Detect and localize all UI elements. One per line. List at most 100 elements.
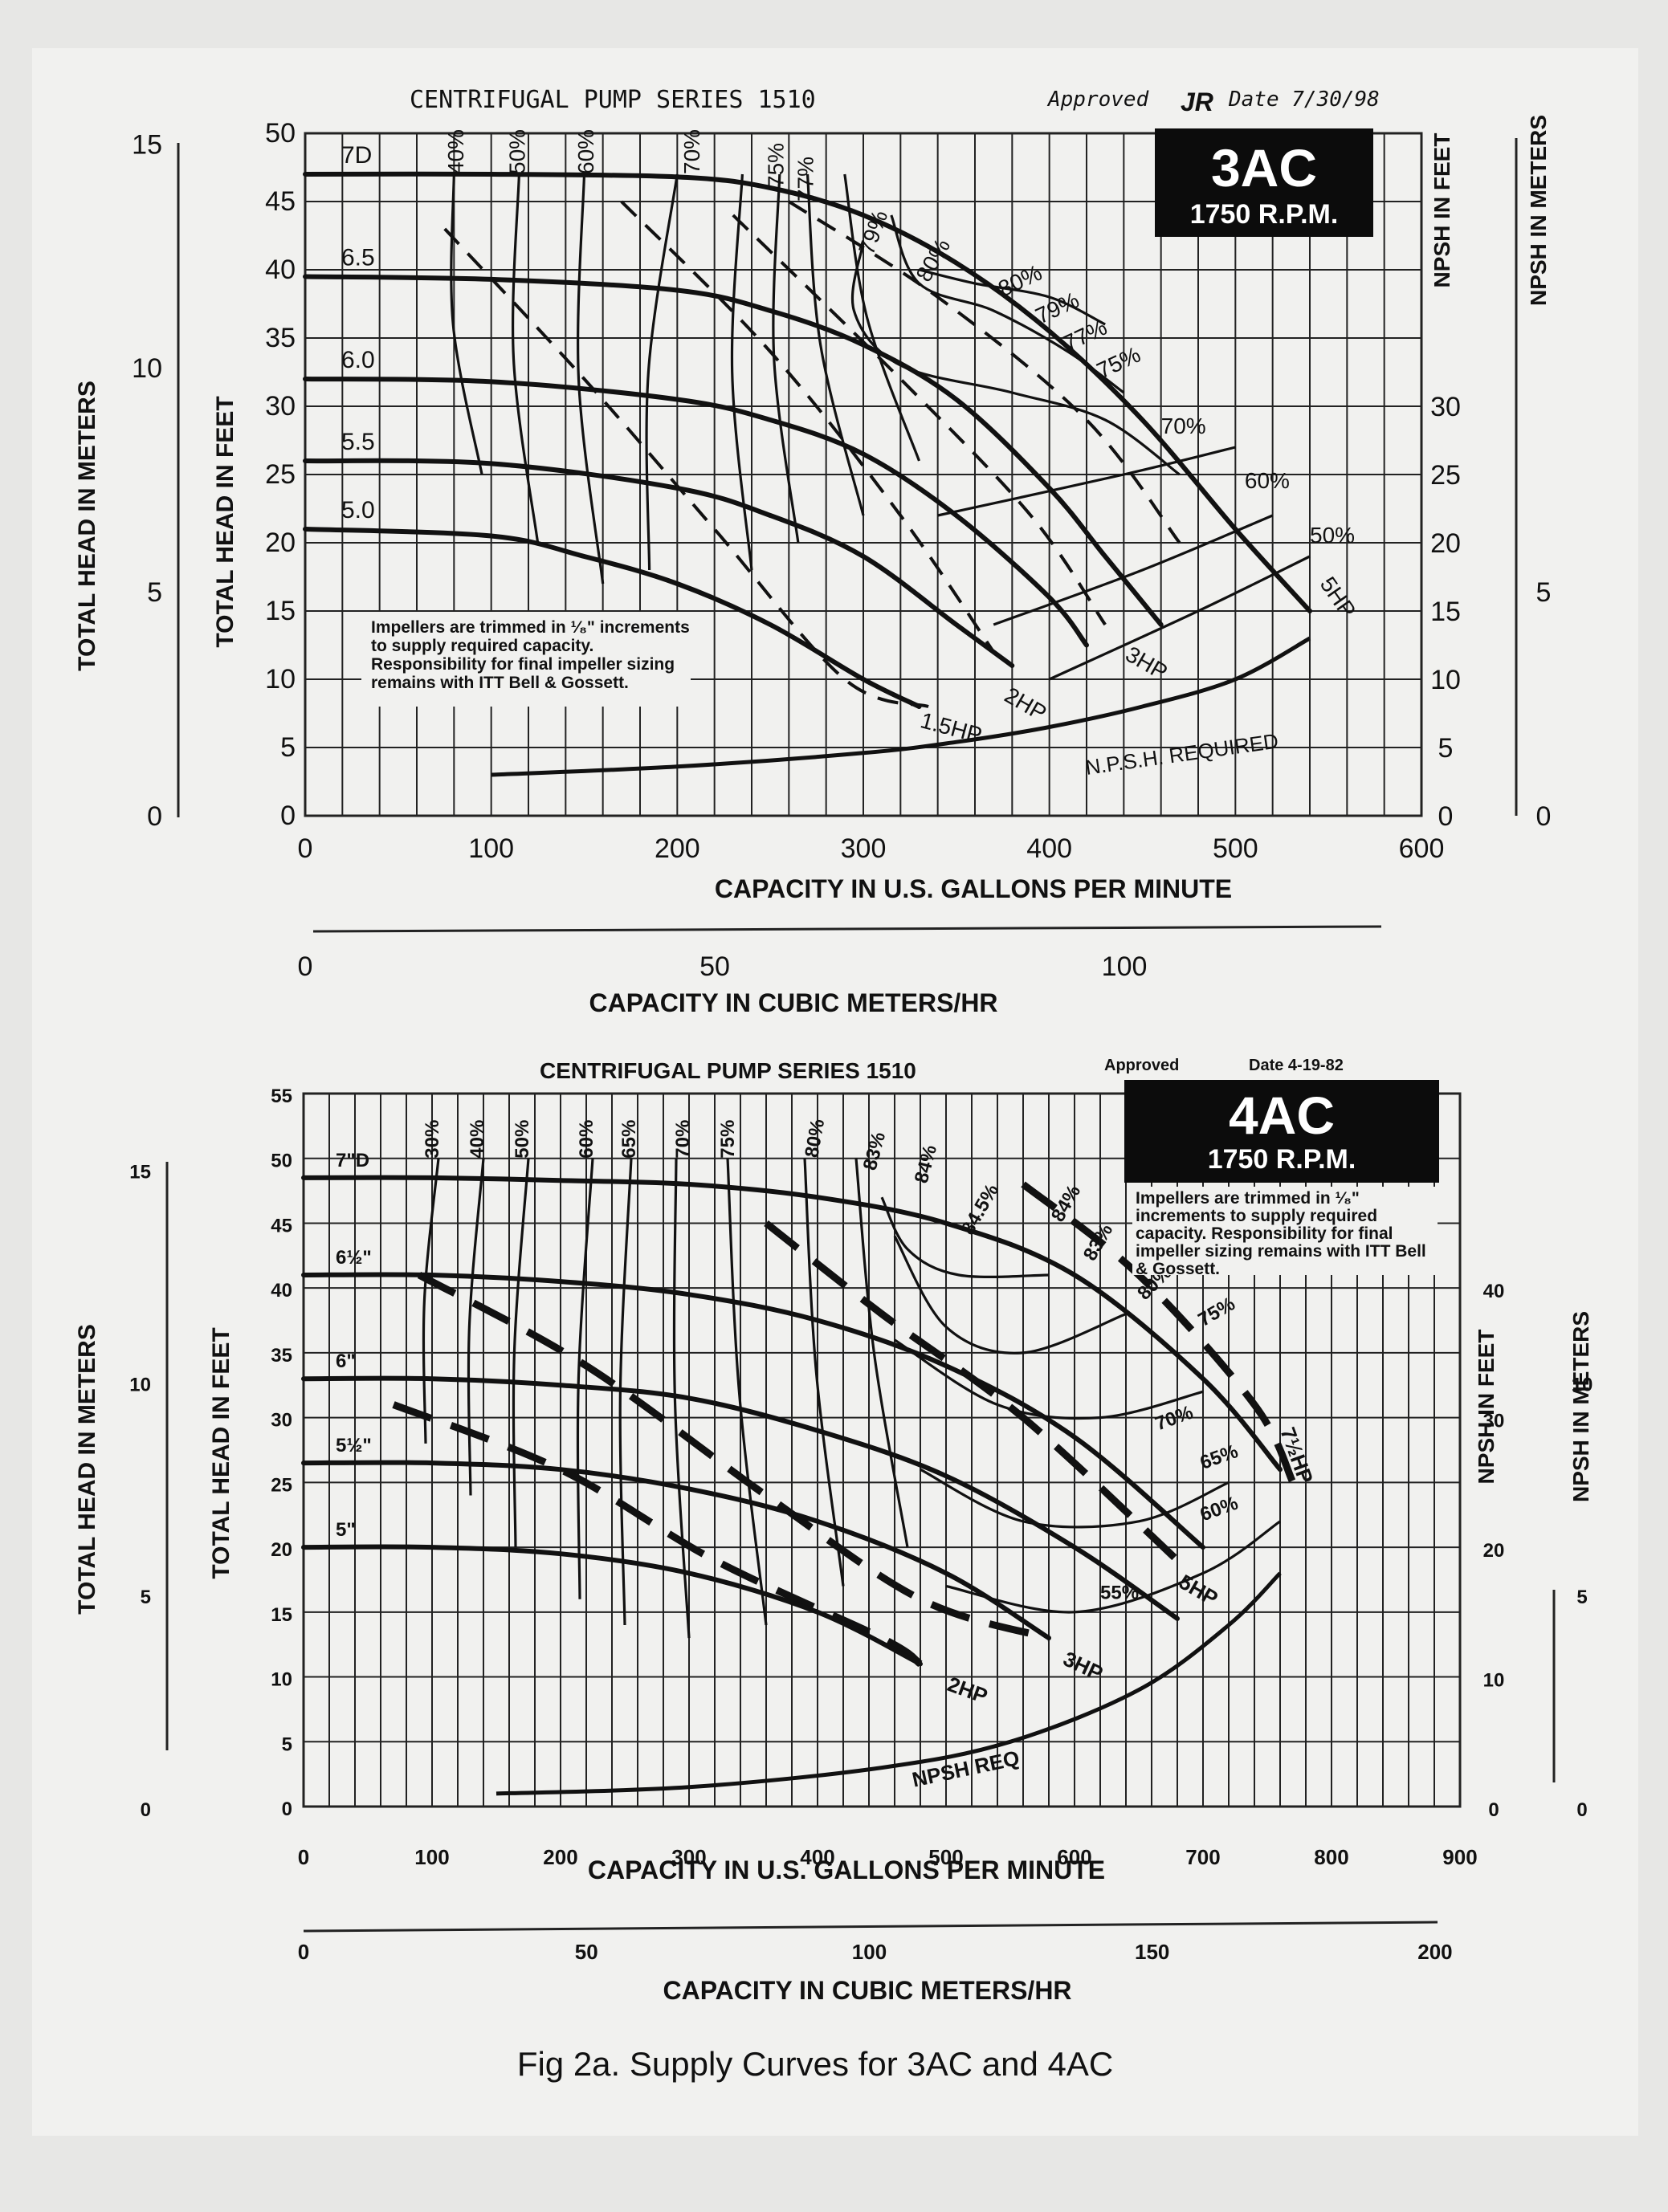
chart-3ac-impeller-curve <box>303 377 1089 648</box>
chart-3ac-npsh-ft-tick: 5 <box>1438 733 1454 764</box>
chart-4ac-y-tick: 55 <box>271 1086 292 1107</box>
chart-4ac-npsh-ft-tick: 20 <box>1483 1540 1505 1562</box>
chart-4ac-x-tick: 700 <box>1185 1845 1220 1869</box>
chart-4ac-efficiency-line <box>467 1158 485 1496</box>
chart-4ac-impeller-label: 5" <box>336 1519 356 1541</box>
chart-3ac-y-tick: 50 <box>265 118 296 149</box>
chart-3ac-model-badge <box>1155 128 1373 237</box>
chart-4ac-impeller-label: 6½" <box>336 1247 372 1269</box>
chart-4ac-efficiency-loop <box>920 1468 1230 1529</box>
chart-4ac-npsh-m-tick: 0 <box>1576 1799 1587 1821</box>
chart-4ac-x-tick: 0 <box>298 1845 309 1869</box>
chart-3ac-efficiency-line <box>993 514 1274 626</box>
chart-3ac-title: CENTRIFUGAL PUMP SERIES 1510 <box>410 86 816 114</box>
chart-3ac-npsh-ft-tick: 30 <box>1430 392 1461 422</box>
chart-4ac-efficiency-label: 70% <box>672 1120 694 1159</box>
chart-4ac-hp-line <box>1021 1181 1297 1485</box>
chart-3ac: 7D6.56.05.55.0 0 100 200 300 400 500 600051015… <box>74 86 1551 1017</box>
chart-3ac-efficiency-line <box>937 446 1236 517</box>
chart-4ac-speed: 1750 R.P.M. <box>1208 1144 1356 1175</box>
chart-4ac-efficiency-line <box>512 1158 530 1548</box>
chart-4ac-efficiency-line <box>726 1158 768 1626</box>
chart-3ac-xlabel: CAPACITY IN U.S. GALLONS PER MINUTE <box>715 874 1232 903</box>
chart-3ac-efficiency-label: 75% <box>763 143 788 188</box>
chart-4ac-xlabel2: CAPACITY IN CUBIC METERS/HR <box>663 1976 1071 2005</box>
chart-4ac-npsh-m-label: NPSH IN METERS <box>1568 1311 1593 1502</box>
chart-3ac-hp-line <box>443 227 929 708</box>
chart-3ac-efficiency-label: 77% <box>793 157 818 202</box>
chart-3ac-efficiency-line <box>511 173 540 544</box>
chart-4ac-efficiency-label: 55% <box>1100 1583 1139 1604</box>
chart-4ac-y-tick: 10 <box>271 1669 292 1691</box>
chart-3ac-y-tick: 35 <box>265 323 296 353</box>
chart-4ac-model: 4AC <box>1229 1086 1335 1145</box>
chart-3ac-efficiency-line <box>577 173 605 585</box>
chart-3ac-x-tick: 600 <box>1399 833 1445 864</box>
chart-4ac-npsh-ft-tick: 30 <box>1483 1411 1505 1432</box>
chart-3ac-y-tick: 20 <box>265 528 296 558</box>
chart-4ac-y-tick: 45 <box>271 1215 292 1236</box>
chart-3ac-x-tick: 500 <box>1213 833 1258 864</box>
chart-3ac-note: Impellers are trimmed in ¹⁄₈" increments… <box>371 618 690 692</box>
chart-3ac-npsh-ft-tick: 15 <box>1430 597 1461 627</box>
chart-3ac-x-tick: 0 <box>298 833 313 864</box>
chart-4ac-efficiency-label: 65% <box>618 1120 640 1159</box>
chart-3ac-x-tick: 400 <box>1026 833 1072 864</box>
chart-3ac-efficiency-label: 50% <box>504 129 529 174</box>
chart-4ac: 7"D6½"6"5½"5" 0 100 200 300 400 500 600 700 800 9… <box>74 1057 1593 2005</box>
chart-3ac-impeller-curve <box>303 527 922 709</box>
chart-4ac-impeller-label: 6" <box>336 1350 356 1372</box>
chart-3ac-impeller-label: 7D <box>341 142 372 169</box>
chart-3ac-note-bg <box>361 612 691 707</box>
chart-4ac-impeller-curve <box>301 1272 1205 1550</box>
chart-4ac-efficiency-label: 50% <box>512 1120 533 1159</box>
chart-3ac-npsh-m-label: NPSH IN METERS <box>1526 115 1551 306</box>
chart-3ac-efficiency-line <box>450 173 483 475</box>
chart-4ac-efficiency-label: 60% <box>576 1120 597 1159</box>
chart-4ac-efficiency-label: 75% <box>717 1120 739 1159</box>
chart-4ac-m3-tick: 100 <box>852 1940 887 1964</box>
chart-4ac-efficiency-line <box>422 1158 440 1444</box>
chart-3ac-npsh-ft-tick: 0 <box>1438 801 1454 832</box>
chart-4ac-x-tick: 800 <box>1314 1845 1348 1869</box>
chart-4ac-x-tick: 500 <box>928 1845 963 1869</box>
chart-3ac-impeller-curves: 7D 6.5 6.0 5.5 5.0 <box>303 142 1312 777</box>
chart-4ac-note-box: Impellers are trimmed in ¹⁄₈" increments… <box>1136 1190 1426 1278</box>
chart-4ac-date: Date 4-19-82 <box>1249 1057 1344 1074</box>
chart-4ac-approved: Approved <box>1104 1057 1179 1074</box>
chart-3ac-meters-tick: 5 <box>147 577 162 608</box>
chart-4ac-x-tick: 300 <box>671 1845 706 1869</box>
chart-4ac-npsh-curve <box>496 1571 1282 1796</box>
chart-4ac-impeller-curve <box>301 1544 923 1667</box>
chart-3ac-approved: Approved <box>1046 88 1149 112</box>
chart-3ac-impeller-label: 5.5 <box>341 429 375 455</box>
chart-4ac-meters-tick: 0 <box>141 1799 151 1821</box>
chart-4ac-efficiency-label: 30% <box>422 1120 443 1159</box>
chart-3ac-xlabel2: CAPACITY IN CUBIC METERS/HR <box>589 988 997 1017</box>
chart-3ac-npsh-ft-tick: 10 <box>1430 665 1461 695</box>
chart-4ac-efficiency-line <box>803 1158 845 1587</box>
chart-4ac-x-tick: 600 <box>1057 1845 1091 1869</box>
chart-4ac-impeller-curve <box>301 1175 1283 1473</box>
chart-4ac-x-tick: 900 <box>1442 1845 1477 1869</box>
chart-3ac-y-tick: 25 <box>265 459 296 490</box>
chart-4ac-efficiency-loop <box>893 1235 1127 1354</box>
chart-3ac-m3-axis <box>312 925 1382 933</box>
chart-3ac-efficiency-label: 60% <box>1245 468 1290 493</box>
chart-4ac-m3-tick: 0 <box>298 1940 309 1964</box>
chart-4ac-impeller-curves: 7"D 6½" 6" 5½" 5" <box>301 1150 1283 1796</box>
chart-3ac-date: Date 7/30/98 <box>1228 88 1380 112</box>
chart-4ac-x-tick: 400 <box>800 1845 834 1869</box>
chart-4ac-m3-tick: 50 <box>575 1940 598 1964</box>
chart-4ac-ylabel-meters: TOTAL HEAD IN METERS <box>74 1324 100 1615</box>
chart-3ac-npsh-m-tick: 0 <box>1536 801 1552 832</box>
chart-3ac-ylabel: TOTAL HEAD IN FEET <box>212 396 239 647</box>
chart-4ac-efficiency-loop <box>880 1196 1050 1278</box>
chart-3ac-model: 3AC <box>1211 138 1317 198</box>
chart-3ac-efficiency-loop <box>850 242 1181 476</box>
chart-4ac-efficiency-loop <box>945 1520 1281 1614</box>
chart-3ac-hp-line <box>732 214 1107 626</box>
figure-caption: Fig 2a. Supply Curves for 3AC and 4AC <box>517 2045 1113 2083</box>
chart-3ac-y-tick: 5 <box>280 732 296 763</box>
